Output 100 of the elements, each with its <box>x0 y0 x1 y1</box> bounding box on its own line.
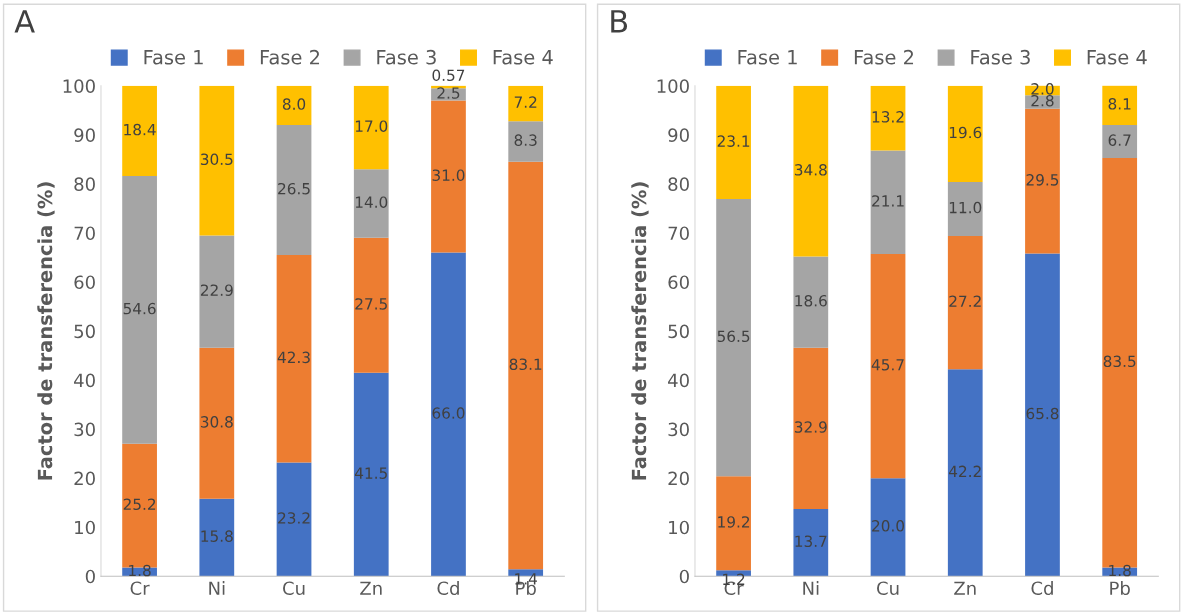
data-label: 66.0 <box>432 407 465 419</box>
legend-label: Fase 4 <box>493 50 553 65</box>
data-label: 13.7 <box>795 535 827 548</box>
data-label: 1.8 <box>129 564 151 577</box>
data-label: 83.1 <box>509 358 542 371</box>
bar <box>199 85 235 236</box>
data-label: 18.6 <box>795 294 827 307</box>
bar <box>870 254 906 479</box>
data-label: 8.3 <box>514 134 537 146</box>
data-label: 27.2 <box>949 295 981 307</box>
bar <box>793 85 829 257</box>
bar <box>508 121 544 162</box>
legend-label: Fase 1 <box>144 50 203 65</box>
y-tick-label: 0 <box>679 569 689 584</box>
data-label: 19.6 <box>949 126 982 139</box>
y-tick-label: 10 <box>669 520 689 535</box>
y-tick-label: 0 <box>85 569 95 584</box>
data-label: 27.5 <box>355 298 387 310</box>
bar <box>1102 85 1138 126</box>
data-label: 8.0 <box>282 98 306 110</box>
data-label: 18.4 <box>124 123 156 136</box>
bar <box>947 181 983 236</box>
bar <box>353 85 389 170</box>
bar <box>199 235 235 348</box>
bar <box>947 369 983 577</box>
y-tick-label: 100 <box>657 79 689 93</box>
legend-label: Fase 2 <box>260 49 320 65</box>
data-label: 26.5 <box>278 182 310 195</box>
bar <box>431 252 466 577</box>
bar <box>276 255 312 463</box>
data-label: 29.5 <box>1026 174 1059 186</box>
bar <box>353 237 389 373</box>
x-tick-label: Ni <box>803 581 819 595</box>
x-tick-label: Ni <box>209 581 225 595</box>
bar <box>431 100 466 253</box>
data-label: 2.8 <box>1031 94 1054 107</box>
data-label: 20.0 <box>872 520 905 532</box>
bar <box>1102 125 1138 158</box>
y-axis-title: Factor de transferencia (%) <box>37 182 55 480</box>
data-label: 15.8 <box>201 530 233 542</box>
data-label: 22.9 <box>200 284 233 296</box>
data-label: 30.8 <box>200 416 233 428</box>
x-tick-label: Cu <box>877 581 899 596</box>
data-label: 6.7 <box>1108 134 1131 146</box>
legend-label: Fase 3 <box>971 49 1030 65</box>
y-tick-label: 20 <box>74 471 95 486</box>
data-label: 19.2 <box>718 516 750 528</box>
data-label: 25.2 <box>123 498 156 511</box>
bar <box>199 498 235 577</box>
y-tick-label: 70 <box>668 226 689 241</box>
data-label: 31.0 <box>432 169 465 181</box>
bar <box>508 85 544 122</box>
data-label: 13.2 <box>872 111 904 123</box>
bar <box>716 199 751 477</box>
data-label: 23.2 <box>278 512 310 524</box>
x-tick-label: Cd <box>1031 581 1053 596</box>
y-tick-label: 50 <box>668 324 689 339</box>
x-tick-label: Pb <box>1110 581 1130 596</box>
legend-label: Fase 4 <box>1087 50 1147 65</box>
y-tick-label: 30 <box>74 422 95 437</box>
x-tick-label: Cd <box>437 581 459 596</box>
chart-title: A <box>14 10 35 33</box>
bar <box>870 150 906 255</box>
bar <box>870 85 906 151</box>
data-label: 2.0 <box>1031 83 1054 95</box>
bar <box>431 88 466 101</box>
bar <box>508 161 544 570</box>
bar <box>276 125 312 256</box>
legend-label: Fase 2 <box>854 49 914 65</box>
y-tick-label: 60 <box>668 275 689 290</box>
y-tick-label: 50 <box>74 324 95 339</box>
bar <box>122 176 157 444</box>
bar <box>716 476 751 571</box>
x-tick-label: Cr <box>130 581 150 596</box>
y-tick-label: 100 <box>63 79 95 93</box>
y-tick-label: 60 <box>74 275 95 290</box>
data-label: 17.0 <box>355 120 388 132</box>
bar <box>793 509 829 577</box>
bar <box>276 85 312 126</box>
data-label: 83.5 <box>1103 355 1136 368</box>
y-tick-label: 20 <box>668 471 689 486</box>
data-label: 8.1 <box>1108 98 1131 110</box>
bar <box>716 85 751 200</box>
y-axis-title: Factor de transferencia (%) <box>631 182 649 480</box>
bar <box>947 235 983 370</box>
data-label: 45.7 <box>871 359 904 371</box>
bar <box>793 347 829 510</box>
bar <box>199 347 235 499</box>
data-label: 23.1 <box>717 135 750 147</box>
y-tick-label: 80 <box>74 177 95 192</box>
data-label: 14.0 <box>355 196 388 208</box>
y-tick-label: 70 <box>74 226 95 241</box>
chart-title: B <box>611 10 628 33</box>
data-label: 56.5 <box>717 330 750 343</box>
y-tick-label: 80 <box>668 177 689 192</box>
data-label: 11.0 <box>949 201 982 214</box>
x-tick-label: Zn <box>360 581 382 595</box>
data-label: 42.3 <box>277 351 310 364</box>
data-label: 1.8 <box>1109 564 1131 577</box>
data-label: 54.6 <box>123 302 156 315</box>
